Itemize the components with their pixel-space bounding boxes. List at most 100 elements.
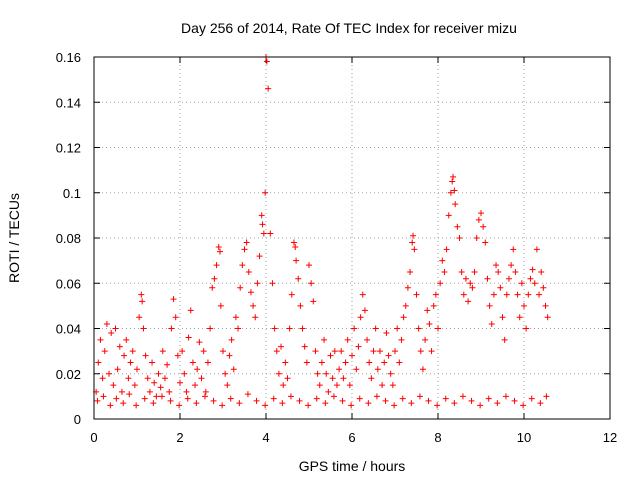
data-point bbox=[538, 268, 545, 275]
data-point bbox=[275, 370, 282, 377]
data-point bbox=[327, 352, 334, 359]
data-point bbox=[252, 314, 259, 321]
data-point bbox=[259, 221, 266, 228]
data-point bbox=[544, 314, 551, 321]
data-point bbox=[194, 366, 201, 373]
data-point bbox=[159, 348, 166, 355]
data-point bbox=[527, 275, 534, 282]
data-point bbox=[361, 307, 368, 314]
data-point bbox=[394, 325, 401, 332]
data-point bbox=[99, 375, 106, 382]
data-point bbox=[497, 284, 504, 291]
data-point bbox=[477, 402, 484, 409]
data-point bbox=[270, 395, 277, 402]
data-point bbox=[364, 336, 371, 343]
data-point bbox=[126, 391, 133, 398]
data-point bbox=[256, 253, 263, 260]
data-point bbox=[356, 395, 363, 402]
data-point bbox=[144, 375, 151, 382]
data-point bbox=[222, 370, 229, 377]
data-point bbox=[424, 307, 431, 314]
data-point bbox=[192, 382, 199, 389]
data-point bbox=[426, 320, 433, 327]
data-point bbox=[510, 246, 517, 253]
data-point bbox=[201, 393, 208, 400]
data-point bbox=[310, 298, 317, 305]
data-point bbox=[134, 366, 140, 373]
y-tick-label: 0.16 bbox=[56, 50, 81, 65]
x-tick-label: 6 bbox=[348, 430, 355, 445]
data-points bbox=[93, 54, 551, 409]
data-point bbox=[158, 393, 165, 400]
data-point bbox=[181, 370, 188, 377]
data-point bbox=[432, 291, 439, 298]
data-point bbox=[404, 284, 411, 291]
data-point bbox=[514, 291, 521, 298]
data-point bbox=[467, 280, 474, 287]
data-point bbox=[258, 212, 265, 219]
data-point bbox=[112, 325, 119, 332]
data-point bbox=[516, 314, 523, 321]
data-point bbox=[282, 359, 289, 366]
data-point bbox=[278, 343, 285, 350]
data-point bbox=[262, 402, 269, 409]
data-point bbox=[531, 280, 538, 287]
data-point bbox=[174, 352, 181, 359]
data-point bbox=[210, 397, 217, 404]
data-point bbox=[383, 330, 390, 337]
data-point bbox=[338, 348, 345, 355]
data-point bbox=[151, 379, 158, 386]
data-point bbox=[353, 366, 360, 373]
data-point bbox=[312, 348, 319, 355]
data-point bbox=[142, 352, 149, 359]
data-point bbox=[351, 325, 358, 332]
grid bbox=[94, 57, 610, 419]
data-point bbox=[297, 302, 304, 309]
data-point bbox=[503, 291, 510, 298]
data-point bbox=[211, 275, 218, 282]
data-point bbox=[473, 235, 480, 241]
data-point bbox=[262, 189, 269, 196]
data-point bbox=[106, 370, 113, 377]
data-point bbox=[443, 246, 450, 253]
data-point bbox=[269, 280, 276, 287]
data-point bbox=[374, 366, 381, 373]
data-point bbox=[215, 244, 222, 251]
data-point bbox=[482, 239, 489, 246]
data-point bbox=[529, 266, 536, 273]
data-point bbox=[359, 291, 366, 298]
data-point bbox=[209, 284, 216, 291]
data-point bbox=[318, 359, 325, 366]
data-point bbox=[468, 397, 475, 404]
data-point bbox=[542, 302, 549, 309]
data-point bbox=[314, 370, 321, 377]
data-point bbox=[511, 397, 518, 404]
data-point bbox=[101, 348, 108, 355]
data-point bbox=[94, 397, 101, 404]
data-point bbox=[184, 395, 191, 402]
data-point bbox=[387, 370, 394, 377]
data-point bbox=[505, 275, 512, 282]
data-point bbox=[402, 302, 409, 309]
data-point bbox=[250, 302, 257, 309]
data-point bbox=[518, 280, 525, 287]
data-point bbox=[153, 393, 160, 400]
data-point bbox=[465, 298, 472, 305]
data-point bbox=[273, 348, 280, 355]
data-point bbox=[271, 325, 278, 332]
data-point bbox=[460, 291, 467, 298]
data-point bbox=[306, 262, 312, 269]
y-tick-label: 0.06 bbox=[56, 276, 81, 291]
y-tick-label: 0.08 bbox=[56, 231, 81, 246]
x-tick-label: 8 bbox=[434, 430, 441, 445]
data-point bbox=[389, 382, 396, 389]
data-point bbox=[462, 275, 469, 282]
data-point bbox=[224, 382, 231, 389]
data-point bbox=[204, 359, 211, 366]
data-point bbox=[247, 289, 254, 296]
data-point bbox=[179, 348, 186, 355]
data-point bbox=[437, 280, 444, 287]
data-point bbox=[355, 343, 362, 350]
data-point bbox=[176, 402, 183, 409]
